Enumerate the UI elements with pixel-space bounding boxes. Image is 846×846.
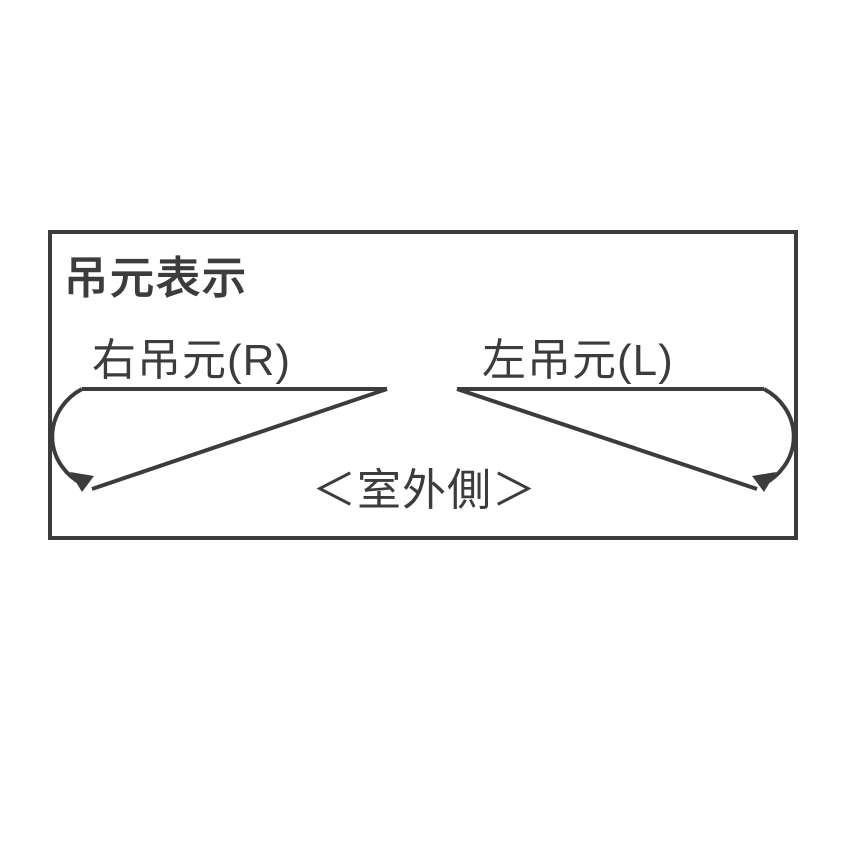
right-swing-arc	[52, 389, 82, 484]
left-hinge-label: 左吊元(L)	[482, 324, 674, 388]
outdoor-side-label: ＜室外側＞	[312, 454, 537, 518]
right-swing-arrowhead-icon	[70, 472, 94, 492]
left-swing-arc	[764, 389, 794, 484]
left-swing-arrowhead-icon	[752, 472, 776, 492]
diagram-frame: 吊元表示 右吊元(R) 左吊元(L) ＜室外側＞	[48, 230, 798, 540]
right-hinge-label: 右吊元(R)	[92, 324, 291, 388]
diagram-title: 吊元表示	[64, 242, 248, 306]
